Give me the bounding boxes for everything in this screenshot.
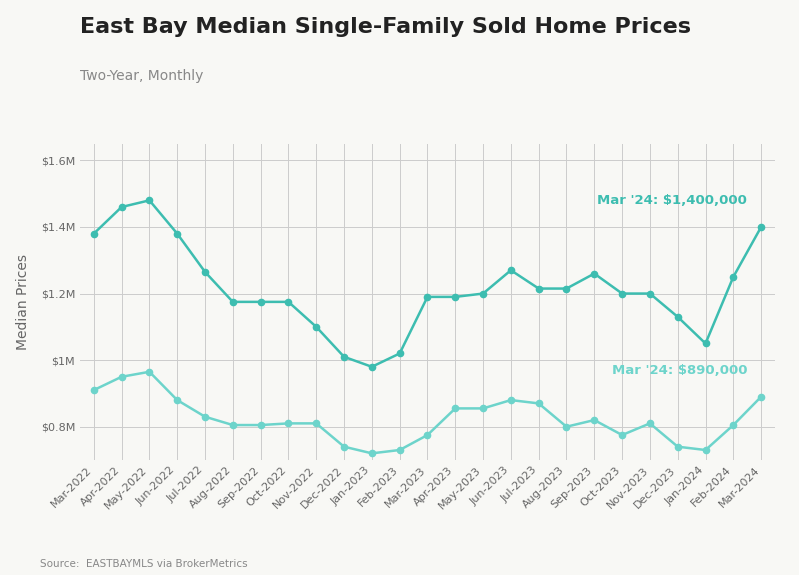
Alameda xyxy=(673,313,682,320)
Alameda xyxy=(757,224,766,231)
Alameda xyxy=(340,354,349,361)
Alameda xyxy=(89,230,98,237)
Alameda xyxy=(479,290,488,297)
Alameda xyxy=(701,340,710,347)
Line: Alameda: Alameda xyxy=(90,197,765,370)
Alameda xyxy=(117,204,126,210)
Alameda xyxy=(729,274,738,281)
Contra Costa xyxy=(645,420,654,427)
Alameda xyxy=(618,290,627,297)
Contra Costa xyxy=(201,413,210,420)
Alameda xyxy=(506,267,515,274)
Contra Costa xyxy=(256,421,265,428)
Contra Costa xyxy=(173,397,182,404)
Contra Costa xyxy=(284,420,293,427)
Contra Costa xyxy=(562,423,571,430)
Alameda xyxy=(562,285,571,292)
Alameda xyxy=(284,298,293,305)
Text: Mar '24: $890,000: Mar '24: $890,000 xyxy=(612,364,747,377)
Contra Costa xyxy=(673,443,682,450)
Contra Costa xyxy=(757,393,766,400)
Contra Costa xyxy=(367,450,376,457)
Alameda xyxy=(451,293,460,300)
Contra Costa xyxy=(89,386,98,393)
Contra Costa xyxy=(618,432,627,439)
Alameda xyxy=(228,298,237,305)
Alameda xyxy=(256,298,265,305)
Alameda xyxy=(395,350,404,357)
Contra Costa xyxy=(590,417,599,424)
Text: Mar '24: $1,400,000: Mar '24: $1,400,000 xyxy=(598,194,747,207)
Contra Costa xyxy=(117,373,126,380)
Alameda xyxy=(145,197,154,204)
Alameda xyxy=(312,323,321,330)
Contra Costa xyxy=(312,420,321,427)
Contra Costa xyxy=(729,421,738,428)
Contra Costa xyxy=(340,443,349,450)
Contra Costa xyxy=(451,405,460,412)
Text: East Bay Median Single-Family Sold Home Prices: East Bay Median Single-Family Sold Home … xyxy=(80,17,691,37)
Y-axis label: Median Prices: Median Prices xyxy=(15,254,30,350)
Alameda xyxy=(367,363,376,370)
Alameda xyxy=(645,290,654,297)
Contra Costa xyxy=(479,405,488,412)
Alameda xyxy=(423,293,432,300)
Contra Costa xyxy=(395,447,404,454)
Alameda xyxy=(534,285,543,292)
Contra Costa xyxy=(506,397,515,404)
Text: Source:  EASTBAYMLS via BrokerMetrics: Source: EASTBAYMLS via BrokerMetrics xyxy=(40,559,248,569)
Text: Two-Year, Monthly: Two-Year, Monthly xyxy=(80,69,203,83)
Alameda xyxy=(201,269,210,275)
Contra Costa xyxy=(701,447,710,454)
Contra Costa xyxy=(228,421,237,428)
Alameda xyxy=(590,270,599,277)
Line: Contra Costa: Contra Costa xyxy=(90,369,765,457)
Contra Costa xyxy=(145,369,154,375)
Alameda xyxy=(173,230,182,237)
Contra Costa xyxy=(423,432,432,439)
Contra Costa xyxy=(534,400,543,407)
